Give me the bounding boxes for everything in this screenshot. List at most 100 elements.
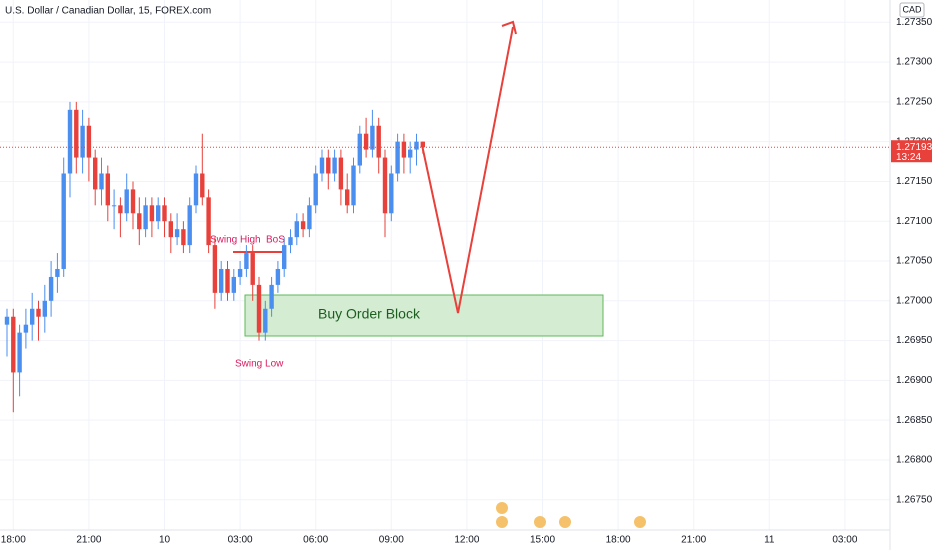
candle-body	[357, 133, 362, 166]
y-tick-label: 1.26850	[896, 415, 932, 426]
candle-body	[181, 229, 186, 246]
bos-label: BoS	[266, 235, 285, 246]
candle-body	[162, 205, 167, 222]
candle-body	[256, 284, 262, 333]
x-tick-label: 18:00	[606, 535, 631, 546]
candle-body	[193, 173, 199, 206]
candle-body	[36, 308, 41, 317]
y-tick-label: 1.27300	[896, 57, 932, 68]
event-icon	[559, 516, 571, 528]
candle-body	[200, 173, 205, 198]
candle-body	[282, 245, 287, 269]
candle-body	[99, 173, 104, 190]
candle-body	[319, 157, 325, 174]
candle-body	[414, 141, 419, 150]
candle-body	[212, 245, 218, 293]
candle-body	[231, 276, 236, 293]
order-block-zone	[244, 294, 604, 337]
candle-body	[55, 268, 60, 277]
y-tick-label: 1.26800	[896, 455, 932, 466]
candle-body	[263, 308, 268, 333]
candle-body	[4, 316, 10, 325]
candle-body	[143, 205, 148, 230]
currency-box[interactable]	[899, 2, 925, 18]
grid	[0, 0, 890, 530]
currency-label: CAD	[902, 4, 922, 14]
candle-body	[269, 284, 274, 309]
event-icon	[634, 516, 646, 528]
arrow-head	[501, 20, 517, 35]
y-tick-label: 1.26950	[896, 335, 932, 346]
projection-arrow	[421, 26, 514, 314]
event-icon	[496, 502, 508, 514]
candle-body	[219, 268, 224, 293]
x-tick-label: 03:00	[228, 535, 253, 546]
candle-body	[244, 253, 249, 269]
candle-body	[237, 268, 243, 277]
candle-body	[363, 133, 369, 150]
candle-body	[23, 324, 29, 333]
y-tick-label: 1.27000	[896, 295, 932, 306]
candle-body	[326, 157, 331, 174]
x-tick-label: 11	[764, 535, 775, 546]
candle-body	[206, 197, 211, 246]
x-tick-label: 06:00	[303, 535, 328, 546]
x-tick-label: 21:00	[681, 535, 706, 546]
candle-body	[345, 189, 350, 206]
event-icon	[496, 516, 508, 528]
y-tick-label: 1.27250	[896, 97, 932, 108]
candle-body	[105, 173, 110, 206]
candle-body	[80, 125, 85, 158]
candle-body	[124, 189, 129, 214]
chart-title: U.S. Dollar / Canadian Dollar, 15, FOREX…	[5, 6, 211, 17]
candle-body	[137, 213, 142, 230]
candle-body	[168, 221, 173, 238]
candle-body	[351, 165, 356, 206]
candle-body	[86, 125, 92, 158]
order-block-label: Buy Order Block	[318, 306, 421, 322]
candle-body	[300, 221, 306, 230]
y-tick-label: 1.26900	[896, 375, 932, 386]
y-tick-label: 1.27150	[896, 176, 932, 187]
candle-body	[370, 125, 375, 150]
y-tick-label: 1.27350	[896, 17, 932, 28]
candle-body	[225, 268, 230, 293]
candle-body	[149, 205, 155, 222]
candle-body	[338, 157, 344, 190]
candle-body	[187, 205, 192, 246]
x-tick-label: 10	[159, 535, 171, 546]
swing-low-label: Swing Low	[235, 359, 284, 370]
candle-body	[288, 237, 293, 246]
candle-body	[389, 173, 394, 214]
candle-body	[382, 157, 388, 214]
swing-high-label: Swing High	[210, 235, 261, 246]
candle-body	[118, 205, 123, 214]
candle-body	[130, 189, 136, 214]
candle-body	[48, 276, 54, 301]
candle-body	[401, 141, 407, 158]
countdown-label: 13:24	[896, 152, 921, 163]
candle-body	[11, 316, 16, 373]
candle-body	[42, 300, 47, 317]
y-tick-label: 1.27100	[896, 216, 932, 227]
candle-body	[376, 125, 381, 158]
x-tick-label: 12:00	[454, 535, 479, 546]
candle-body	[17, 332, 22, 373]
x-tick-label: 09:00	[379, 535, 404, 546]
candle-body	[250, 253, 255, 285]
x-tick-label: 15:00	[530, 535, 555, 546]
x-tick-label: 03:00	[832, 535, 857, 546]
event-icons	[496, 502, 646, 528]
candle-body	[420, 141, 425, 148]
candle-body	[395, 141, 400, 174]
candle-body	[275, 268, 281, 285]
x-tick-label: 21:00	[76, 535, 101, 546]
x-tick-label: 18:00	[1, 535, 26, 546]
candle-body	[174, 229, 180, 238]
candle-body	[67, 109, 73, 174]
candle-body	[61, 173, 66, 269]
candles	[4, 101, 425, 413]
candle-body	[408, 149, 413, 158]
event-icon	[534, 516, 546, 528]
